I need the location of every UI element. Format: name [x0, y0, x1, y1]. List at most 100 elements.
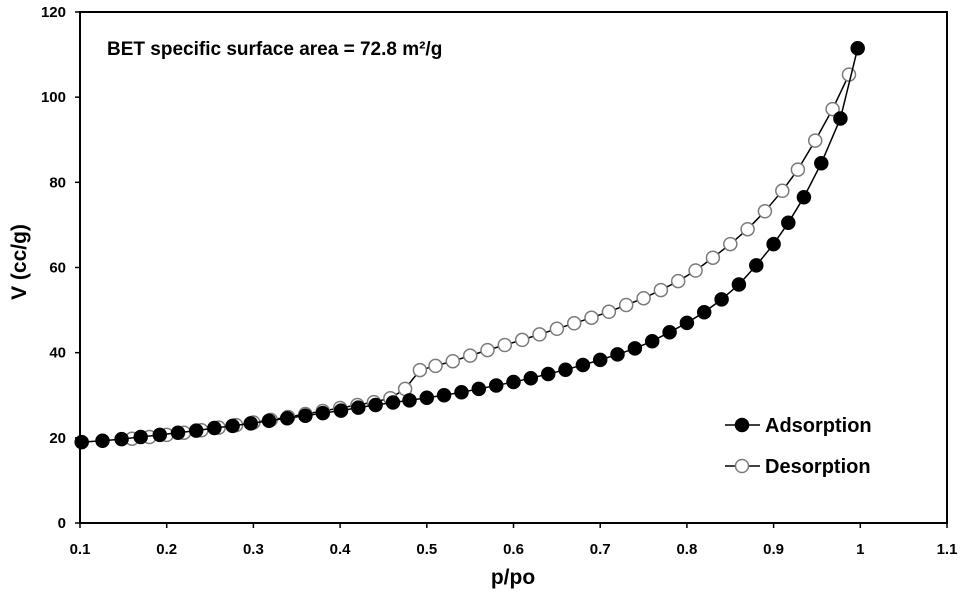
data-point-desorption [532, 327, 547, 342]
data-point-adsorption [558, 362, 573, 377]
plot-frame [79, 11, 948, 524]
data-point-adsorption [662, 324, 677, 340]
legend-label-desorption: Desorption [765, 456, 871, 478]
data-point-desorption [670, 273, 686, 289]
data-point-desorption [480, 342, 495, 358]
data-point-desorption [636, 290, 651, 306]
x-tick-label: 1 [856, 541, 864, 558]
data-point-desorption [807, 133, 823, 148]
data-point-adsorption [814, 155, 829, 171]
data-point-adsorption [592, 352, 608, 368]
data-point-desorption [740, 221, 755, 237]
data-point-desorption [497, 337, 513, 353]
data-point-adsorption [419, 390, 435, 406]
x-tick-label: 0.8 [676, 541, 697, 558]
data-point-adsorption [351, 400, 366, 415]
data-point-adsorption [298, 408, 313, 423]
data-point-desorption [549, 321, 565, 337]
data-point-desorption [790, 162, 806, 177]
data-point-adsorption [523, 370, 539, 386]
data-point-adsorption [402, 393, 417, 408]
x-axis: 0.1 0.2 0.3 0.4 0.5 0.6 0.7 0.8 0.9 1 1.1 [70, 523, 958, 558]
data-point-adsorption [454, 385, 469, 400]
data-point-adsorption [714, 292, 729, 307]
x-tick-label: 0.9 [763, 541, 784, 558]
data-point-adsorption [368, 397, 383, 413]
data-point-adsorption [74, 434, 89, 450]
data-point-desorption [412, 362, 428, 378]
data-point-adsorption [133, 429, 148, 445]
x-tick-label: 0.2 [156, 541, 177, 558]
legend-label-adsorption: Adsorption [765, 415, 872, 437]
x-axis-title: p/po [491, 566, 535, 589]
data-point-desorption [584, 310, 599, 325]
y-tick-label: 40 [49, 345, 66, 362]
data-point-adsorption [575, 357, 591, 373]
data-point-adsorption [152, 427, 168, 443]
y-axis: 0 20 40 60 80 100 120 [41, 4, 80, 532]
annotation-text: BET specific surface area = 72.8 m²/g [107, 39, 442, 60]
data-point-desorption [841, 67, 857, 82]
data-point-adsorption [225, 418, 240, 434]
series-adsorption [74, 40, 865, 450]
data-point-adsorption [833, 111, 848, 126]
data-point-desorption [514, 332, 530, 348]
data-point-adsorption [766, 236, 781, 252]
data-point-adsorption [679, 315, 695, 331]
data-point-adsorption [796, 189, 812, 205]
data-point-adsorption [207, 420, 222, 436]
data-point-adsorption [540, 366, 556, 382]
y-axis-title: V (cc/g) [8, 224, 31, 300]
x-tick-label: 0.4 [330, 541, 352, 558]
y-tick-label: 120 [41, 4, 66, 21]
data-point-adsorption [170, 425, 186, 440]
y-tick-label: 100 [41, 89, 66, 106]
data-point-adsorption [850, 40, 865, 56]
data-point-desorption [723, 236, 738, 252]
y-tick-label: 80 [49, 174, 66, 191]
x-tick-label: 0.1 [70, 541, 91, 558]
data-point-desorption [825, 101, 840, 117]
x-tick-label: 1.1 [937, 541, 958, 558]
legend-item-desorption: Desorption [725, 456, 871, 478]
x-tick-label: 0.7 [590, 541, 611, 558]
data-point-adsorption [471, 381, 487, 397]
data-point-adsorption [243, 416, 259, 431]
y-tick-label: 60 [49, 260, 66, 277]
data-point-adsorption [627, 341, 643, 356]
data-point-desorption [775, 183, 790, 199]
data-point-desorption [757, 204, 773, 219]
data-point-adsorption [781, 215, 796, 231]
data-point-adsorption [696, 304, 712, 320]
data-point-adsorption [506, 374, 521, 390]
data-point-desorption [688, 263, 703, 278]
data-point-desorption [618, 297, 634, 313]
data-point-adsorption [731, 277, 747, 292]
data-point-desorption [653, 282, 669, 298]
y-tick-label: 0 [58, 515, 66, 532]
data-point-adsorption [333, 403, 349, 418]
data-point-desorption [462, 348, 478, 363]
data-point-adsorption [114, 431, 129, 447]
data-point-adsorption [436, 388, 452, 403]
data-point-desorption [705, 250, 721, 265]
legend-item-adsorption: Adsorption [725, 415, 872, 437]
data-point-desorption [566, 316, 582, 331]
x-tick-label: 0.6 [503, 541, 524, 558]
data-point-adsorption [488, 378, 504, 393]
y-tick-label: 20 [49, 430, 66, 447]
data-point-adsorption [95, 433, 110, 449]
data-point-adsorption [315, 405, 331, 421]
data-point-adsorption [279, 410, 295, 426]
series-layer [74, 40, 865, 450]
x-tick-label: 0.5 [416, 541, 437, 558]
data-point-desorption [601, 304, 617, 320]
data-point-adsorption [188, 423, 204, 438]
data-point-adsorption [385, 395, 401, 410]
legend-marker-desorption [734, 458, 750, 474]
legend: Adsorption Desorption [725, 415, 872, 478]
legend-marker-adsorption [734, 417, 750, 433]
data-point-adsorption [610, 347, 625, 362]
data-point-desorption [428, 358, 443, 374]
